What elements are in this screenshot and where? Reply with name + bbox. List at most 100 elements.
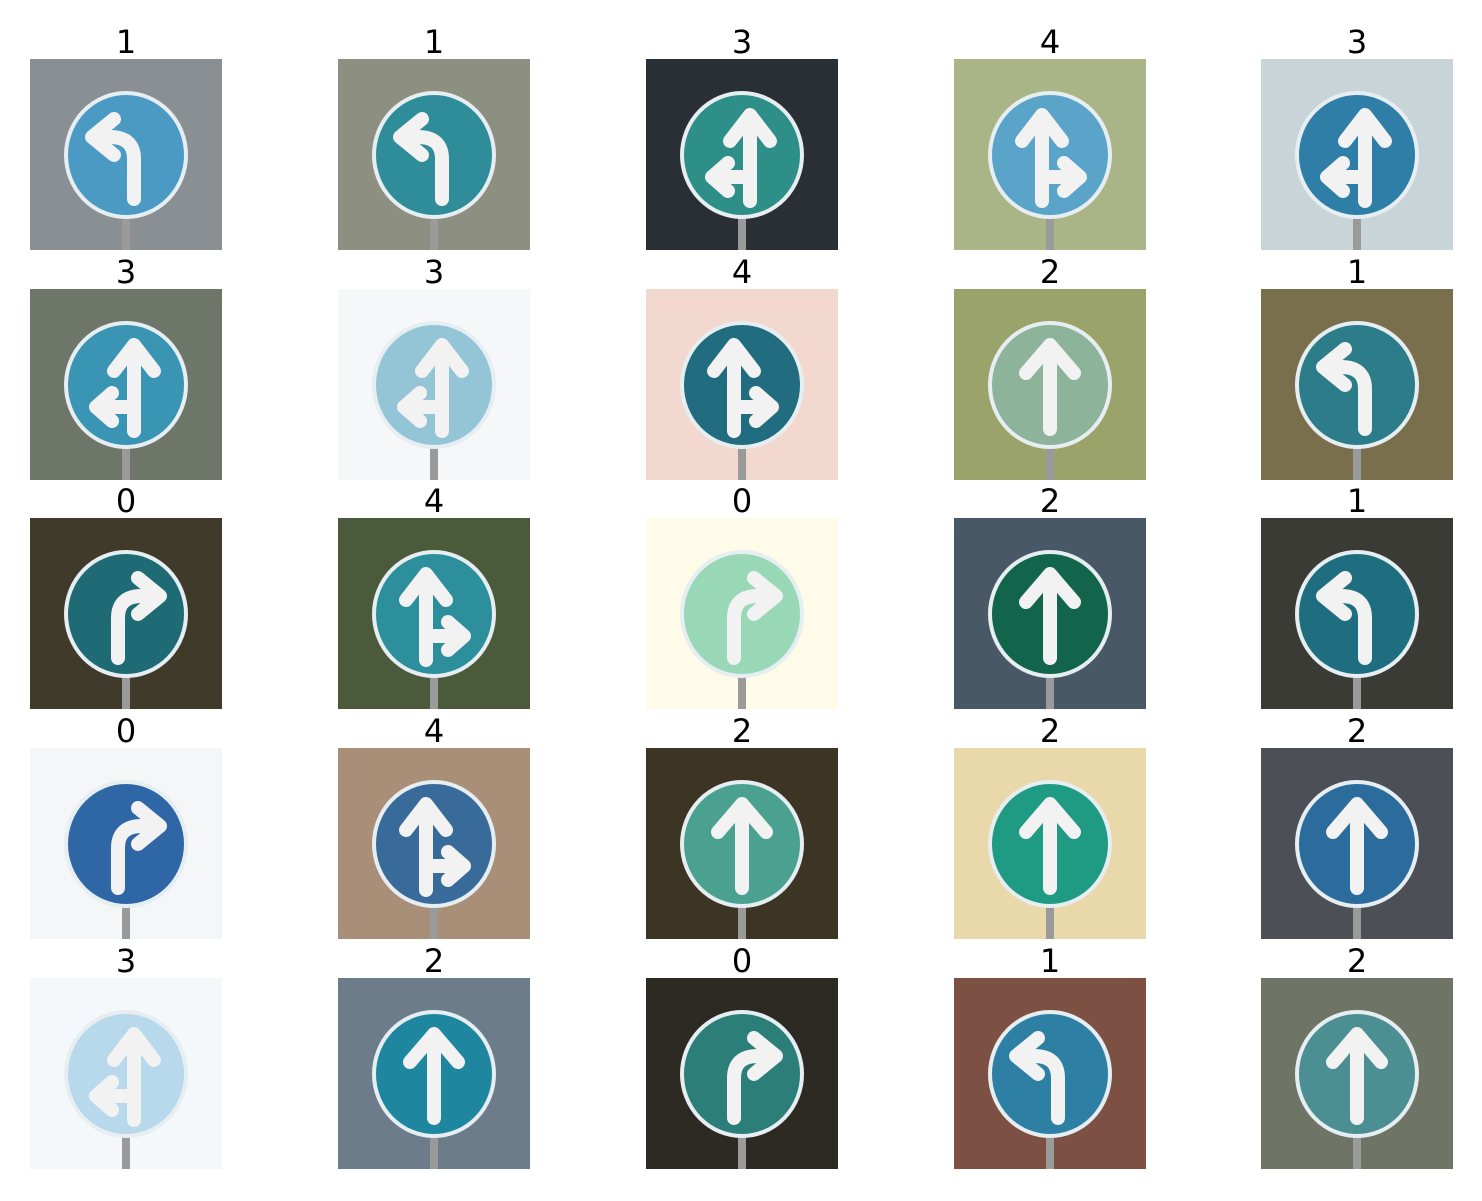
sign-illustration <box>1261 748 1453 939</box>
tile-label: 3 <box>115 253 137 291</box>
straight-left-arrow-icon <box>89 338 161 438</box>
tile-label: 2 <box>1039 253 1061 291</box>
round-blue-sign <box>1295 550 1419 678</box>
sign-pole <box>738 658 746 709</box>
sign-photo <box>338 59 530 250</box>
sign-illustration <box>646 518 838 709</box>
tile-label: 2 <box>731 712 753 750</box>
sign-illustration <box>338 518 530 709</box>
round-blue-sign <box>64 91 188 219</box>
straight-left-arrow-icon <box>705 108 777 208</box>
tile-label: 4 <box>1039 23 1061 61</box>
sign-illustration <box>646 289 838 480</box>
round-blue-sign <box>372 321 496 449</box>
sign-photo <box>954 59 1146 250</box>
straight-arrow-icon <box>711 797 773 895</box>
tile-label: 2 <box>1039 712 1061 750</box>
tile-label: 3 <box>423 253 445 291</box>
straight-arrow-icon <box>403 1027 465 1125</box>
sign-pole <box>1046 199 1054 250</box>
sign-pole <box>738 429 746 480</box>
sign-pole <box>1353 658 1361 709</box>
sign-pole <box>122 199 130 250</box>
sign-photo <box>954 978 1146 1169</box>
sign-photo <box>954 518 1146 709</box>
round-blue-sign <box>64 321 188 449</box>
sign-photo <box>338 748 530 939</box>
sign-pole <box>430 658 438 709</box>
sign-illustration <box>338 289 530 480</box>
sign-photo <box>646 59 838 250</box>
round-blue-sign <box>64 780 188 908</box>
sign-pole <box>1046 888 1054 939</box>
sign-illustration <box>954 518 1146 709</box>
left-turn-arrow-icon <box>1316 571 1372 665</box>
sign-illustration <box>954 59 1146 250</box>
sign-pole <box>430 888 438 939</box>
tile-label: 0 <box>115 482 137 520</box>
sign-illustration <box>30 59 222 250</box>
tile-label: 1 <box>115 23 137 61</box>
sign-pole <box>1353 199 1361 250</box>
tile-label: 0 <box>115 712 137 750</box>
sign-pole <box>122 888 130 939</box>
straight-right-arrow-icon <box>1015 108 1087 208</box>
sign-photo <box>338 518 530 709</box>
right-turn-arrow-icon <box>727 571 783 665</box>
sign-photo <box>30 748 222 939</box>
tile-label: 1 <box>423 23 445 61</box>
tile-label: 2 <box>423 942 445 980</box>
sign-illustration <box>646 59 838 250</box>
right-turn-arrow-icon <box>727 1031 783 1125</box>
sign-pole <box>1046 658 1054 709</box>
straight-right-arrow-icon <box>399 797 471 897</box>
round-blue-sign <box>372 550 496 678</box>
left-turn-arrow-icon <box>393 112 449 206</box>
round-blue-sign <box>680 1010 804 1138</box>
sign-photo <box>646 518 838 709</box>
sign-pole <box>122 658 130 709</box>
round-blue-sign <box>988 1010 1112 1138</box>
sign-pole <box>738 888 746 939</box>
round-blue-sign <box>1295 91 1419 219</box>
straight-arrow-icon <box>1326 797 1388 895</box>
sign-photo <box>646 978 838 1169</box>
tile-label: 1 <box>1039 942 1061 980</box>
sign-illustration <box>30 748 222 939</box>
tile-label: 0 <box>731 942 753 980</box>
straight-right-arrow-icon <box>707 338 779 438</box>
straight-right-arrow-icon <box>399 567 471 667</box>
tile-label: 3 <box>731 23 753 61</box>
sign-photo <box>30 59 222 250</box>
sign-illustration <box>646 748 838 939</box>
sign-illustration <box>30 978 222 1169</box>
sign-photo <box>954 289 1146 480</box>
sign-illustration <box>338 748 530 939</box>
tile-label: 3 <box>1346 23 1368 61</box>
round-blue-sign <box>64 550 188 678</box>
sign-pole <box>1353 1118 1361 1169</box>
sign-illustration <box>1261 978 1453 1169</box>
sign-pole <box>1046 429 1054 480</box>
round-blue-sign <box>680 321 804 449</box>
round-blue-sign <box>372 780 496 908</box>
tile-label: 1 <box>1346 482 1368 520</box>
tile-label: 1 <box>1346 253 1368 291</box>
tile-label: 0 <box>731 482 753 520</box>
sign-photo <box>30 518 222 709</box>
straight-left-arrow-icon <box>89 1027 161 1127</box>
sign-pole <box>1353 429 1361 480</box>
round-blue-sign <box>1295 321 1419 449</box>
sign-pole <box>430 199 438 250</box>
round-blue-sign <box>372 91 496 219</box>
sign-illustration <box>1261 518 1453 709</box>
left-turn-arrow-icon <box>1009 1031 1065 1125</box>
sign-illustration <box>646 978 838 1169</box>
sign-photo <box>338 289 530 480</box>
sign-pole <box>1046 1118 1054 1169</box>
tile-label: 4 <box>423 712 445 750</box>
tile-label: 4 <box>423 482 445 520</box>
round-blue-sign <box>680 550 804 678</box>
sign-photo <box>1261 518 1453 709</box>
